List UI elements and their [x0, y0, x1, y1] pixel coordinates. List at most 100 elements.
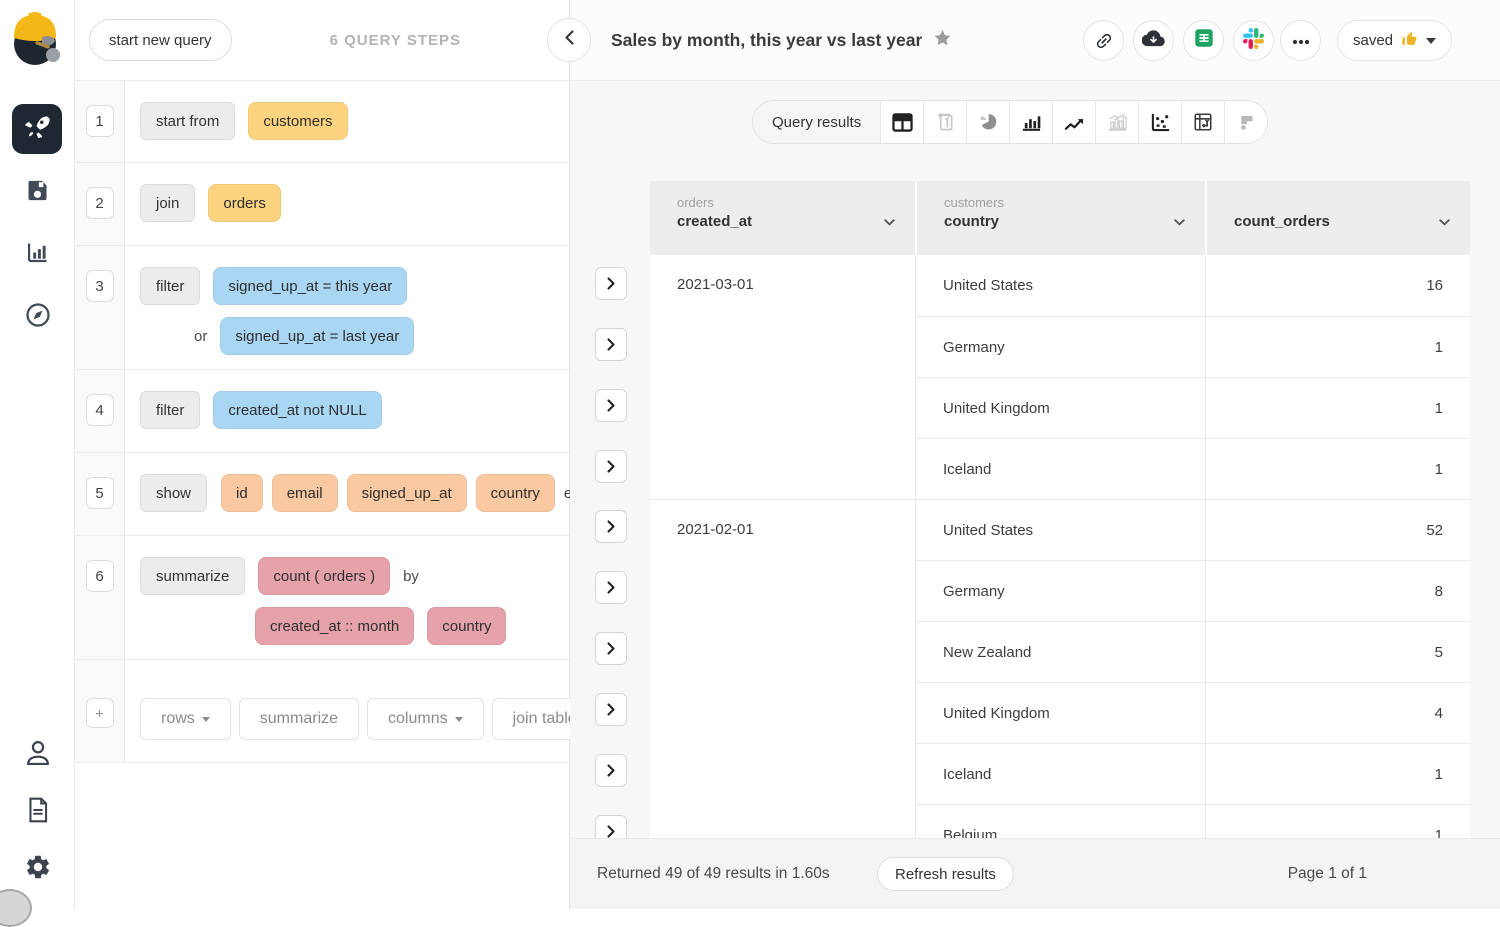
star-icon[interactable] — [932, 28, 953, 53]
share-slack-button[interactable] — [1233, 20, 1274, 61]
columns-dropdown-button[interactable]: columns — [367, 698, 484, 740]
summarize-button[interactable]: summarize — [239, 698, 359, 740]
refresh-results-button[interactable]: Refresh results — [877, 857, 1014, 891]
combo-chart-icon[interactable] — [1095, 101, 1138, 143]
chevron-down-icon — [455, 717, 463, 722]
column-chip[interactable]: email — [272, 474, 338, 512]
count-cell: 4 — [1205, 682, 1470, 743]
tab-query-results[interactable]: Query results — [753, 101, 880, 143]
filter-chip[interactable]: created_at not NULL — [213, 391, 381, 429]
column-name: country — [944, 213, 999, 230]
start-new-query-button[interactable]: start new query — [89, 19, 232, 61]
row-expander-button[interactable] — [595, 693, 627, 726]
step-verb-chip[interactable]: filter — [140, 267, 200, 305]
row-expander-button[interactable] — [595, 389, 627, 422]
table-view-icon[interactable] — [880, 101, 923, 143]
rows-dropdown-button[interactable]: rows — [140, 698, 231, 740]
rail-item-explore[interactable] — [0, 301, 75, 329]
saved-label: saved — [1353, 32, 1393, 49]
collapse-panel-button[interactable] — [547, 18, 591, 62]
summarize-chip[interactable]: created_at :: month — [255, 607, 414, 645]
country-cell: United Kingdom — [915, 682, 1205, 743]
results-table: orders created_at customers country — [650, 181, 1470, 838]
count-cell: 1 — [1205, 804, 1470, 838]
number-view-icon[interactable] — [923, 101, 966, 143]
table-chip[interactable]: customers — [248, 102, 347, 140]
add-step-button[interactable]: + — [86, 698, 114, 728]
step-verb-chip[interactable]: join — [140, 184, 195, 222]
chevron-down-icon — [202, 717, 210, 722]
row-expander-button[interactable] — [595, 328, 627, 361]
results-info: Returned 49 of 49 results in 1.60s — [597, 839, 830, 908]
column-chip[interactable]: signed_up_at — [347, 474, 467, 512]
country-cell: Germany — [915, 560, 1205, 621]
country-cell: New Zealand — [915, 621, 1205, 682]
pivot-table-icon[interactable] — [1181, 101, 1224, 143]
copy-link-button[interactable] — [1083, 20, 1124, 61]
funnel-flag-icon[interactable] — [1224, 101, 1267, 143]
column-header-country[interactable]: customers country — [915, 181, 1205, 255]
chevron-down-icon[interactable] — [1174, 213, 1185, 230]
query-title[interactable]: Sales by month, this year vs last year — [611, 30, 922, 51]
row-expander-button[interactable] — [595, 571, 627, 604]
scatter-plot-icon[interactable] — [1138, 101, 1181, 143]
chevron-down-icon[interactable] — [884, 213, 895, 230]
column-header-created-at[interactable]: orders created_at — [650, 181, 915, 255]
query-steps-counter: 6 QUERY STEPS — [330, 0, 461, 81]
filter-chip[interactable]: signed_up_at = this year — [213, 267, 407, 305]
row-expander-button[interactable] — [595, 632, 627, 665]
step-verb-chip[interactable]: show — [140, 474, 207, 512]
column-chip[interactable]: id — [221, 474, 263, 512]
row-expander-button[interactable] — [595, 754, 627, 787]
query-step-3: 3 filter signed_up_at = this year or sig… — [75, 246, 569, 370]
column-group-label: orders — [677, 195, 915, 210]
line-chart-icon[interactable] — [1052, 101, 1095, 143]
query-step-4: 4 filter created_at not NULL — [75, 370, 569, 453]
bar-chart-icon[interactable] — [1009, 101, 1052, 143]
country-cell: United States — [915, 255, 1205, 316]
row-expander-button[interactable] — [595, 510, 627, 543]
summarize-label: summarize — [260, 710, 338, 728]
step-number: 5 — [86, 477, 114, 509]
column-header-count-orders[interactable]: count_orders — [1205, 181, 1470, 255]
step-verb-chip[interactable]: filter — [140, 391, 200, 429]
rail-item-charts[interactable] — [0, 239, 75, 266]
step-verb-chip[interactable]: summarize — [140, 557, 245, 595]
table-row: 2021-02-01 United States 52 — [650, 499, 1470, 560]
filter-connector: or — [194, 328, 207, 345]
export-sheets-button[interactable] — [1183, 20, 1224, 61]
chevron-down-icon — [1426, 38, 1436, 44]
summarize-chip[interactable]: country — [427, 607, 506, 645]
more-options-button[interactable] — [1280, 20, 1321, 61]
table-chip[interactable]: orders — [208, 184, 281, 222]
count-cell: 1 — [1205, 438, 1470, 499]
rows-label: rows — [161, 710, 195, 728]
filter-chip[interactable]: signed_up_at = last year — [220, 317, 414, 355]
download-button[interactable] — [1133, 20, 1174, 61]
chevron-down-icon[interactable] — [1439, 213, 1450, 230]
query-builder-header: start new query 6 QUERY STEPS — [75, 0, 569, 81]
summarize-chip[interactable]: count ( orders ) — [258, 557, 390, 595]
chevron-left-icon — [564, 30, 575, 50]
step-verb-chip[interactable]: start from — [140, 102, 235, 140]
bar-chart-icon — [24, 239, 51, 266]
step-number: 1 — [86, 105, 114, 137]
compass-icon — [24, 301, 52, 329]
query-step-5: 5 show id email signed_up_at country etc… — [75, 453, 569, 536]
thumbs-up-emoji — [1401, 30, 1418, 51]
country-cell: Belgium — [915, 804, 1205, 838]
saved-status-dropdown[interactable]: saved — [1337, 20, 1452, 61]
row-expander-button[interactable] — [595, 450, 627, 483]
count-cell: 1 — [1205, 377, 1470, 438]
rail-item-docs[interactable] — [0, 796, 75, 824]
rail-item-saved[interactable] — [0, 177, 75, 204]
column-chip[interactable]: country — [476, 474, 555, 512]
rail-item-account[interactable] — [0, 738, 75, 768]
query-step-6: 6 summarize count ( orders ) by created_… — [75, 536, 569, 660]
row-expander-button[interactable] — [595, 267, 627, 300]
rail-item-settings[interactable] — [0, 853, 75, 881]
date-cell: 2021-03-01 — [650, 255, 915, 499]
pie-chart-icon[interactable] — [966, 101, 1009, 143]
app-logo[interactable] — [8, 6, 68, 70]
rail-item-query-active[interactable] — [12, 104, 62, 154]
